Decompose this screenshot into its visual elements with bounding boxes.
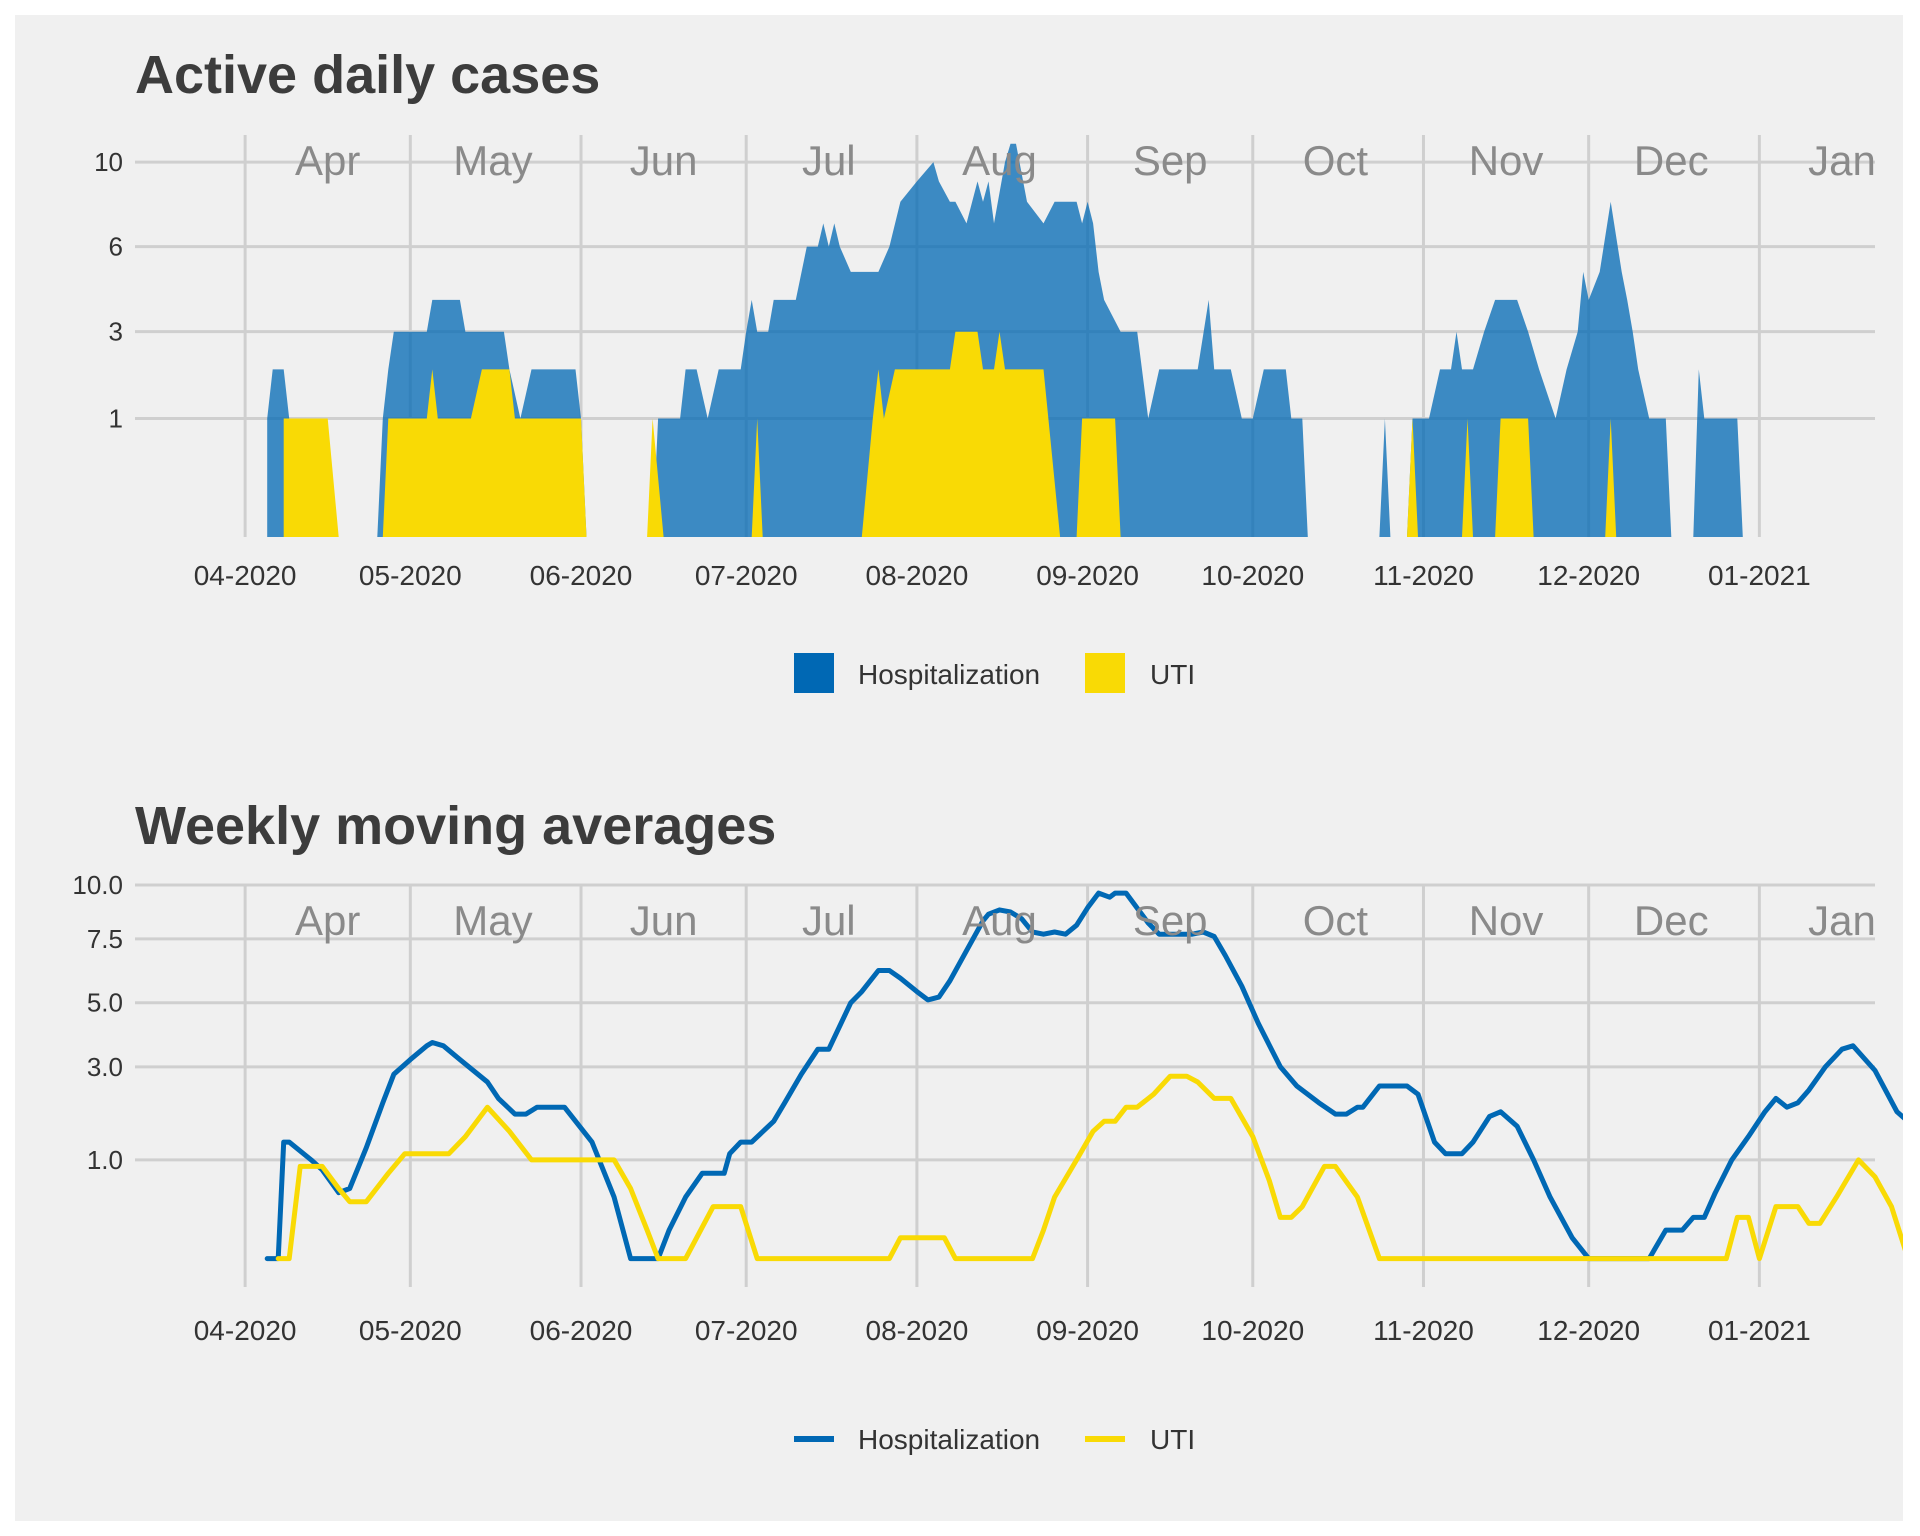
active-daily-cases-panel: Active daily cases Apr May Jun Jul Aug Sep Oct… (94, 45, 1876, 693)
x-tick-label: 09-2020 (1036, 1315, 1139, 1346)
x-tick-label: 10-2020 (1201, 560, 1304, 591)
y-tick-label: 1 (109, 403, 123, 433)
chart-title: Weekly moving averages (135, 796, 776, 856)
x-tick-label: 12-2020 (1537, 560, 1640, 591)
x-tick-label: 10-2020 (1201, 1315, 1304, 1346)
legend-swatch-hospitalization (794, 653, 834, 693)
x-tick-label: 12-2020 (1537, 1315, 1640, 1346)
x-tick-label: 06-2020 (530, 1315, 633, 1346)
month-label: Jan (1808, 897, 1876, 944)
x-tick-label: 04-2020 (194, 560, 297, 591)
month-label: Sep (1133, 137, 1208, 184)
y-tick-labels: 1.0 3.0 5.0 7.5 10.0 (72, 870, 123, 1175)
legend: Hospitalization UTI (794, 653, 1195, 693)
x-tick-label: 08-2020 (866, 560, 969, 591)
month-label: Oct (1303, 897, 1369, 944)
month-label: Nov (1469, 897, 1544, 944)
area-series-hospitalization (267, 143, 1743, 538)
month-labels: Apr May Jun Jul Aug Sep Oct Nov Dec Jan (295, 897, 1876, 944)
month-label: Nov (1469, 137, 1544, 184)
month-label: Aug (962, 137, 1037, 184)
month-label: Apr (295, 137, 360, 184)
chart-title: Active daily cases (135, 45, 600, 105)
month-label: Jul (802, 897, 856, 944)
month-label: Oct (1303, 137, 1369, 184)
month-label: Apr (295, 897, 360, 944)
x-tick-label: 11-2020 (1373, 1315, 1474, 1346)
legend-label-uti: UTI (1150, 1424, 1195, 1455)
legend-swatch-uti (1085, 653, 1125, 693)
area-series-uti (283, 331, 1617, 537)
x-tick-label: 11-2020 (1373, 560, 1474, 591)
month-label: Sep (1133, 897, 1208, 944)
line-series (264, 890, 1903, 1262)
x-tick-label: 01-2021 (1708, 1315, 1811, 1346)
y-tick-labels: 1 3 6 10 (94, 147, 123, 433)
month-labels: Apr May Jun Jul Aug Sep Oct Nov Dec Jan (295, 137, 1876, 184)
y-tick-label: 3.0 (87, 1052, 123, 1082)
month-label: Dec (1634, 137, 1709, 184)
line-series-hospitalization (264, 890, 1903, 1262)
month-label: Dec (1634, 897, 1709, 944)
x-tick-label: 09-2020 (1036, 560, 1139, 591)
x-tick-label: 06-2020 (530, 560, 633, 591)
x-tick-label: 01-2021 (1708, 560, 1811, 591)
legend: Hospitalization UTI (794, 1424, 1195, 1455)
x-tick-label: 07-2020 (695, 560, 798, 591)
month-label: Aug (962, 897, 1037, 944)
legend-label-hospitalization: Hospitalization (858, 659, 1040, 690)
y-tick-label: 3 (109, 317, 123, 347)
figure-background: Active daily cases Apr May Jun Jul Aug Sep Oct… (15, 15, 1903, 1521)
x-tick-label: 08-2020 (866, 1315, 969, 1346)
y-tick-label: 1.0 (87, 1145, 123, 1175)
weekly-moving-averages-panel: Weekly moving averages Apr May Jun Jul Aug Se… (72, 796, 1903, 1455)
gridlines (135, 883, 1875, 1287)
line-series-uti (275, 1073, 1903, 1262)
month-label: Jul (802, 137, 856, 184)
legend-label-uti: UTI (1150, 659, 1195, 690)
month-label: Jun (630, 897, 698, 944)
month-label: May (453, 897, 532, 944)
x-tick-label: 05-2020 (359, 1315, 462, 1346)
x-tick-labels: 04-2020 05-2020 06-2020 07-2020 08-2020 09-20… (194, 560, 1811, 591)
y-tick-label: 10.0 (72, 870, 123, 900)
y-tick-label: 10 (94, 147, 123, 177)
x-tick-label: 05-2020 (359, 560, 462, 591)
month-label: May (453, 137, 532, 184)
legend-label-hospitalization: Hospitalization (858, 1424, 1040, 1455)
y-tick-label: 5.0 (87, 988, 123, 1018)
month-label: Jan (1808, 137, 1876, 184)
x-tick-label: 07-2020 (695, 1315, 798, 1346)
x-tick-label: 04-2020 (194, 1315, 297, 1346)
month-label: Jun (630, 137, 698, 184)
x-tick-labels: 04-2020 05-2020 06-2020 07-2020 08-2020 09-20… (194, 1315, 1811, 1346)
y-tick-label: 7.5 (87, 924, 123, 954)
charts-svg: Active daily cases Apr May Jun Jul Aug Sep Oct… (72, 45, 1903, 1455)
area-series (267, 143, 1743, 538)
y-tick-label: 6 (109, 232, 123, 262)
